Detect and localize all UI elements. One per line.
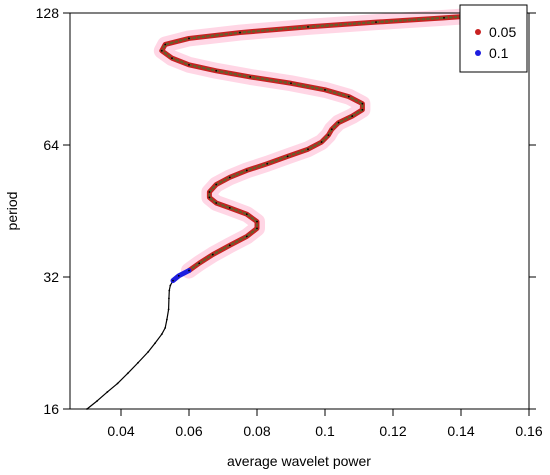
data-point (164, 43, 167, 46)
plot-frame (69, 12, 530, 410)
data-point (177, 274, 180, 277)
data-point (168, 297, 170, 300)
data-point (266, 162, 269, 165)
x-tick-label: 0.1 (315, 423, 335, 439)
data-point (160, 333, 163, 336)
x-axis: 0.04 0.06 0.08 0.1 0.12 0.14 0.16 (107, 409, 543, 439)
data-point (228, 206, 231, 209)
data-point (116, 382, 119, 385)
x-tick-label: 0.12 (379, 423, 406, 439)
data-point (443, 16, 445, 19)
data-point (198, 262, 201, 265)
data-point (166, 318, 168, 321)
data-point (375, 21, 377, 24)
x-tick-label: 0.06 (175, 423, 202, 439)
legend-marker-01 (475, 50, 481, 56)
data-point (188, 37, 190, 40)
data-point (126, 372, 129, 375)
data-point (320, 141, 323, 143)
x-tick-label: 0.16 (515, 423, 542, 439)
y-tick-label: 16 (43, 401, 59, 417)
data-point (169, 284, 172, 287)
data-point (307, 148, 309, 151)
data-point (211, 253, 214, 256)
data-point (168, 289, 171, 292)
x-tick-label: 0.04 (107, 423, 134, 439)
significance-005-points (160, 11, 514, 272)
data-point (188, 63, 190, 66)
data-layer (86, 5, 520, 410)
data-point (208, 196, 211, 199)
y-axis-title: period (4, 192, 20, 231)
data-point (215, 69, 218, 72)
data-point (256, 227, 258, 230)
legend-marker-005 (475, 29, 481, 35)
x-tick-label: 0.14 (447, 423, 474, 439)
legend: 0.05 0.1 (459, 4, 528, 73)
data-point (172, 279, 174, 282)
data-point (147, 350, 150, 353)
series-line (86, 12, 513, 410)
data-point (286, 155, 289, 158)
data-point (106, 391, 109, 393)
data-point (164, 326, 167, 329)
data-point (324, 88, 326, 91)
legend-box (459, 4, 528, 73)
data-point (228, 176, 231, 179)
data-point (215, 202, 218, 204)
data-point (361, 102, 364, 105)
data-point (361, 108, 364, 111)
significance-005-band (159, 10, 515, 274)
data-point (96, 399, 99, 402)
data-point (208, 191, 211, 193)
data-point (347, 95, 350, 98)
data-point (245, 169, 248, 172)
data-point (245, 213, 248, 216)
y-tick-label: 128 (36, 5, 60, 21)
data-point (239, 31, 241, 34)
data-point (249, 76, 252, 78)
data-point (160, 49, 163, 52)
data-point (154, 342, 156, 345)
legend-label-01: 0.1 (489, 45, 509, 61)
data-point (167, 308, 170, 311)
legend-label-005: 0.05 (489, 24, 516, 40)
x-axis-title: average wavelet power (227, 453, 371, 469)
data-point (137, 361, 139, 364)
y-axis: 16 32 64 128 (36, 5, 536, 417)
x-tick-label: 0.08 (243, 423, 270, 439)
y-tick-label: 32 (43, 269, 59, 285)
data-point (228, 244, 231, 247)
data-point (215, 183, 218, 186)
data-point (171, 57, 173, 60)
y-tick-label: 64 (43, 137, 59, 153)
data-point (327, 134, 330, 137)
data-point (337, 121, 340, 124)
data-point (307, 25, 309, 28)
data-point (188, 269, 190, 272)
data-point (256, 220, 258, 223)
data-point (245, 235, 248, 238)
significance-halo (153, 5, 520, 279)
data-point (330, 128, 333, 131)
data-point (351, 115, 354, 117)
data-point (290, 82, 292, 85)
